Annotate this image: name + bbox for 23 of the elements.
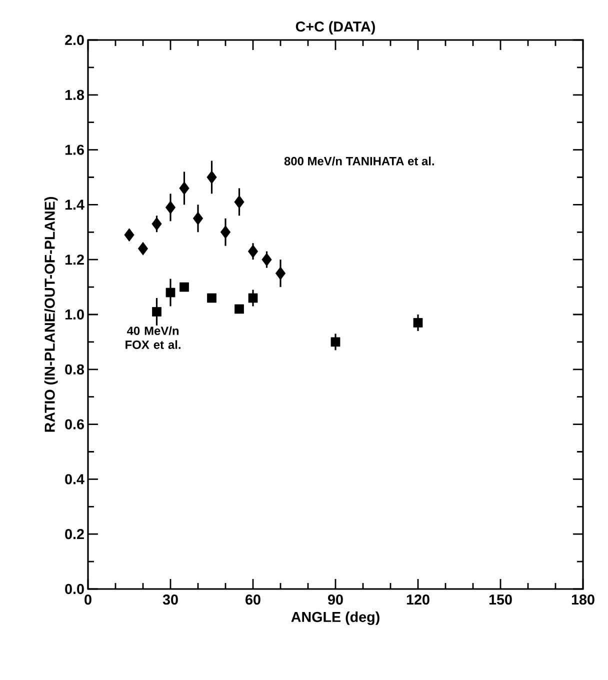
x-tick-label: 60 [246,594,260,605]
chart-title: C+C (DATA) [296,21,375,34]
y-tick-label: 1.2 [65,254,84,265]
y-tick-label: 0.6 [65,419,84,430]
y-tick-label: 0.4 [65,474,84,484]
x-tick-label: 90 [328,594,343,605]
y-tick-label: 0.2 [65,529,84,540]
y-axis-title: RATIO (IN-PLANE/OUT-OF-PLANE) [44,196,58,432]
y-tick-label: 2.0 [65,34,84,46]
y-tick-label: 1.0 [65,309,84,320]
y-tick-label: 1.4 [65,200,84,210]
y-tick-label: 1.6 [65,144,84,155]
annotation: 800 MeV/n TANIHATA et al. [284,156,434,166]
y-tick-label: 1.8 [65,90,84,100]
x-tick-label: 150 [489,594,512,605]
x-axis-title: ANGLE (deg) [291,612,380,625]
annotation: 40 MeV/n FOX et al. [126,326,180,349]
x-tick-label: 30 [162,594,178,605]
y-tick-label: 0.0 [65,584,84,594]
x-tick-label: 120 [406,594,430,605]
x-tick-label: 180 [572,594,594,605]
x-tick-label: 0 [84,594,92,605]
y-tick-label: 0.8 [65,364,84,374]
